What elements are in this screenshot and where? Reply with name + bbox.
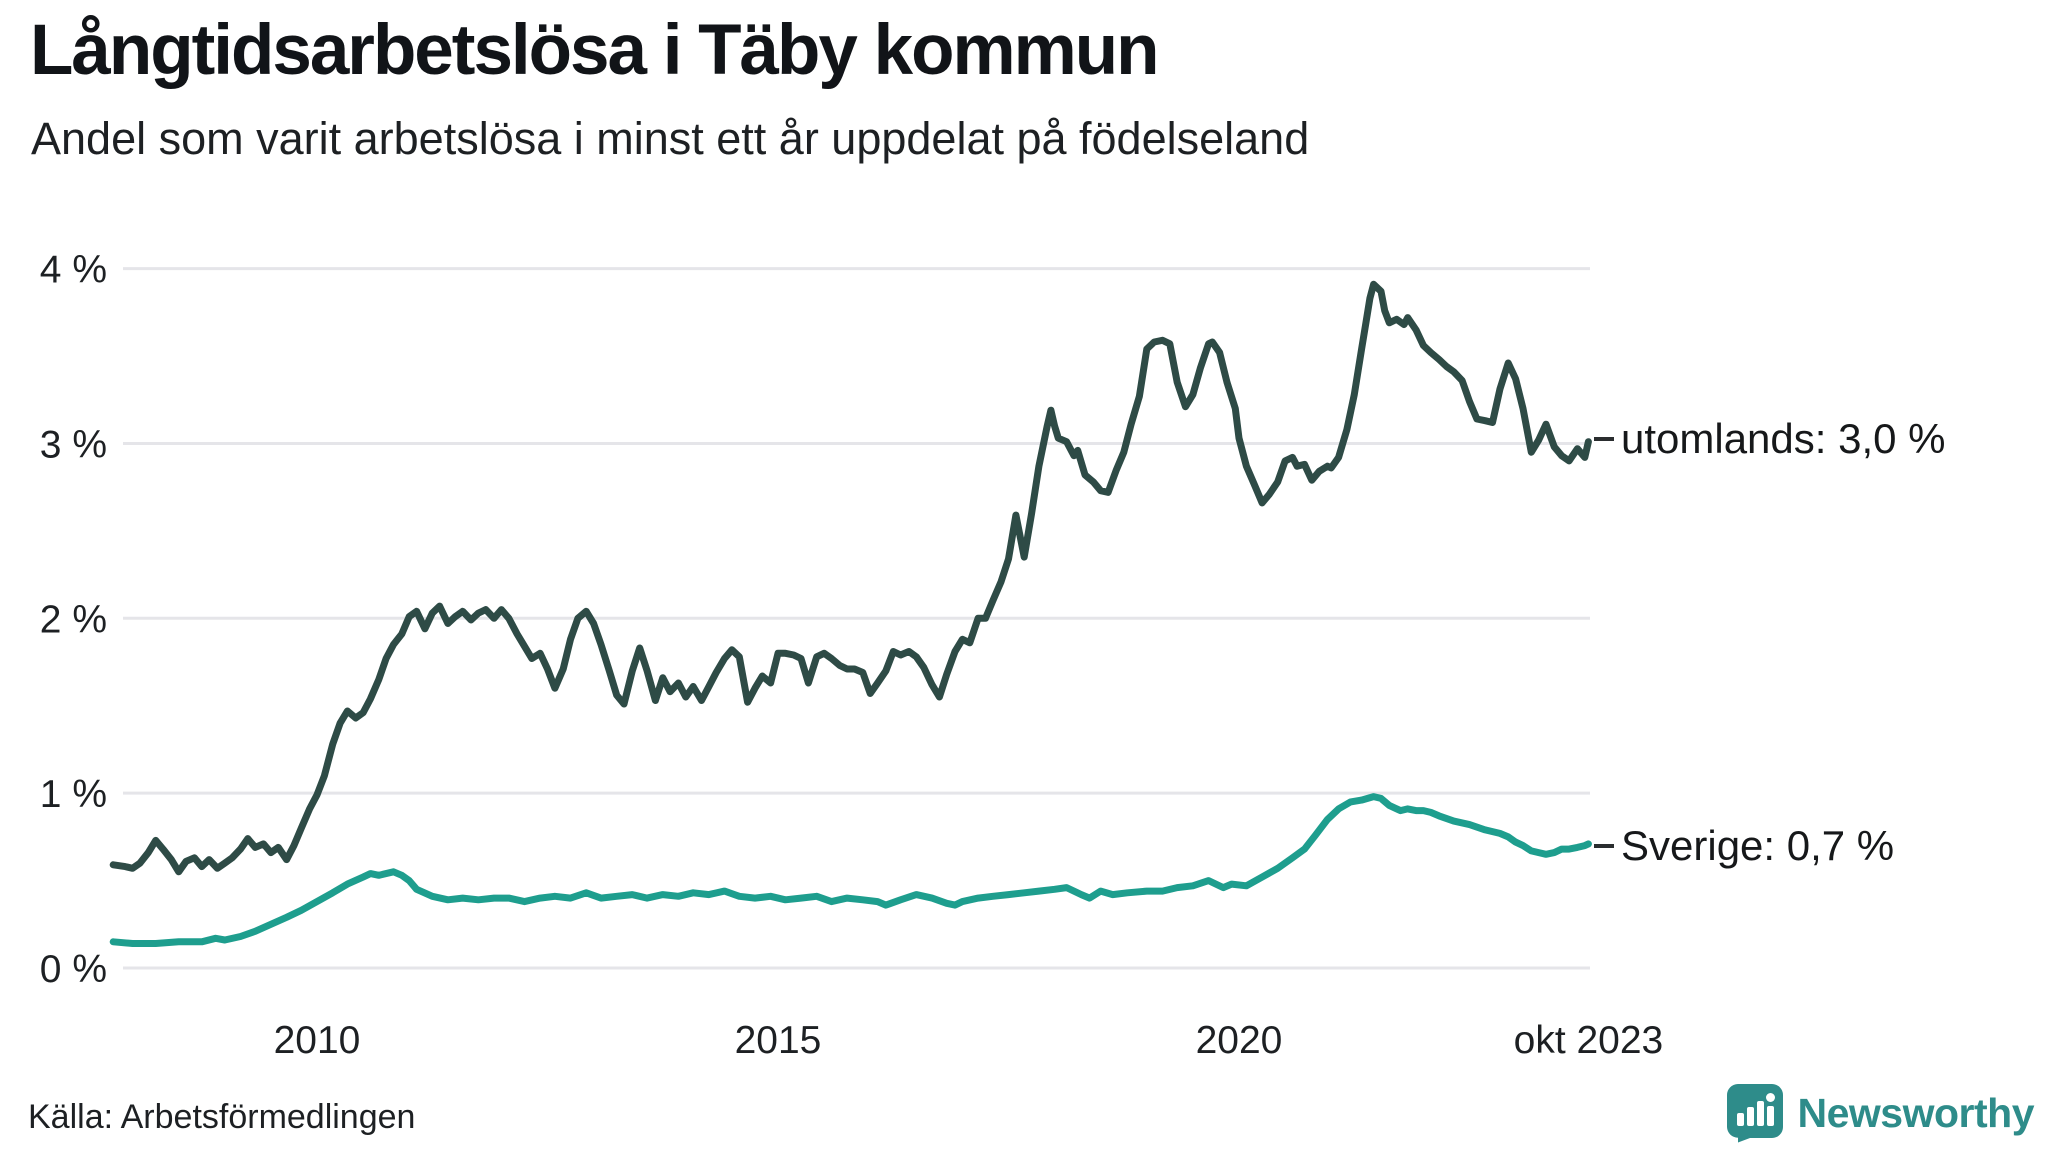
x-tick-label: okt 2023 — [1514, 1019, 1664, 1062]
speech-bubble-shape — [1726, 1084, 1783, 1143]
gridlines — [123, 267, 1590, 970]
line-utomlands — [109, 280, 1592, 876]
source-credit: Källa: Arbetsförmedlingen — [28, 1098, 416, 1136]
series-label-sverige: Sverige: 0,7 % — [1621, 822, 1895, 869]
series-label-utomlands: utomlands: 3,0 % — [1621, 415, 1946, 462]
y-tick-label: 0 % — [40, 948, 107, 991]
y-tick-label: 1 % — [40, 773, 107, 816]
page-subtitle: Andel som varit arbetslösa i minst ett å… — [31, 113, 1310, 164]
brand-lockup: Newsworthy — [1726, 1082, 2035, 1144]
sverige-label-dash — [1594, 844, 1614, 848]
y-tick-label: 3 % — [40, 423, 107, 466]
brand-wordmark: Newsworthy — [1797, 1089, 2035, 1136]
page-title: Långtidsarbetslösa i Täby kommun — [30, 11, 1159, 90]
line-sverige — [109, 793, 1592, 947]
y-axis-tick-labels: 0 % 1 % 2 % 3 % 4 % — [40, 249, 107, 991]
x-tick-label: 2010 — [274, 1019, 361, 1062]
x-tick-label: 2015 — [735, 1019, 822, 1062]
y-tick-label: 4 % — [40, 249, 107, 292]
x-tick-label: 2020 — [1196, 1019, 1283, 1062]
newsworthy-logo-icon — [1726, 1083, 1784, 1143]
x-axis-tick-labels: 2010 2015 2020 okt 2023 — [274, 1019, 1664, 1062]
utomlands-label-dash — [1594, 437, 1614, 441]
data-series-lines — [109, 280, 1592, 947]
y-tick-label: 2 % — [40, 598, 107, 641]
